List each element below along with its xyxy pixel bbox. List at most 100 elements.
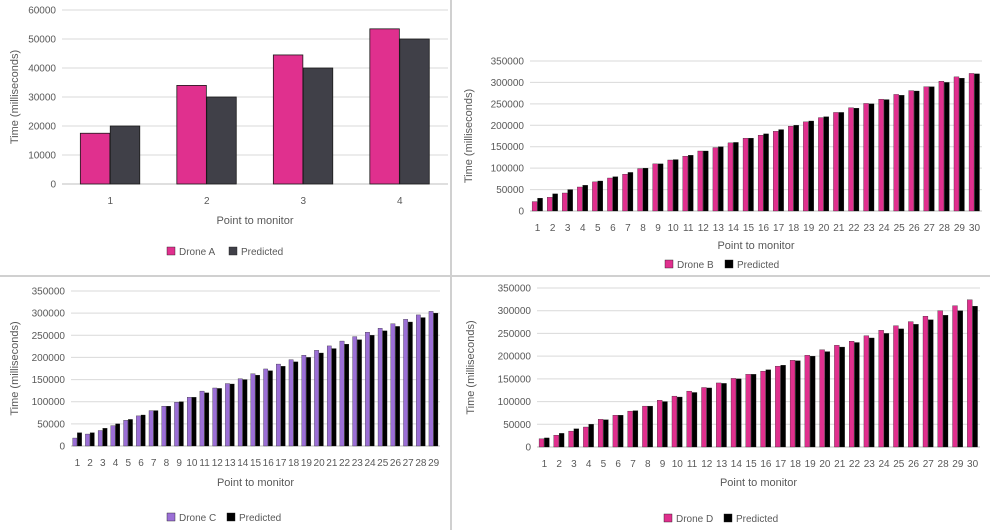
bar-drone-c	[276, 363, 281, 447]
bar-predicted	[823, 116, 829, 212]
y-axis-title: Time (milliseconds)	[9, 50, 21, 144]
x-tick-label: 20	[818, 223, 830, 234]
bar-predicted	[166, 405, 171, 447]
bar-drone-b	[773, 131, 779, 212]
x-tick-label: 8	[645, 459, 651, 470]
x-tick-label: 28	[938, 459, 950, 470]
y-tick-label: 50000	[37, 419, 65, 430]
bar-predicted	[869, 337, 875, 448]
chart-drone-b: 0 50000 100000 150000 200000 250000 300000 3500…	[463, 57, 982, 271]
bar-drone-c	[97, 430, 103, 447]
x-tick-label: 2	[550, 223, 556, 234]
x-tick-label: 1	[542, 459, 548, 470]
bar-predicted	[706, 387, 712, 448]
bar-drone-d	[538, 438, 545, 448]
bar-predicted	[677, 396, 683, 448]
bar-drone-b	[833, 112, 839, 212]
x-axis-title: Point to monitor	[720, 477, 797, 489]
bar-predicted	[718, 146, 724, 212]
bar-predicted	[914, 90, 920, 212]
x-tick-label: 22	[849, 459, 861, 470]
x-tick-label: 2	[556, 459, 562, 470]
bar-predicted	[959, 77, 965, 212]
bar-predicted	[582, 185, 588, 212]
x-tick-label: 5	[595, 223, 601, 234]
chart-panel-drone-a: 0 10000 20000 30000 40000 50000 60000 1 2 3 4 Point…	[0, 0, 450, 275]
bar-predicted	[567, 189, 573, 212]
legend-label: Drone C	[179, 513, 216, 524]
x-tick-label: 17	[775, 459, 787, 470]
bar-drone-a	[369, 28, 400, 185]
bar-predicted	[883, 99, 890, 212]
bar-drone-b	[848, 107, 854, 212]
bar-predicted	[632, 410, 639, 448]
bar-drone-d	[863, 335, 869, 448]
bar-predicted	[883, 333, 890, 448]
bar-drone-b	[727, 142, 734, 212]
x-tick-label: 7	[630, 459, 636, 470]
bar-predicted	[750, 374, 757, 448]
x-tick-label: 13	[713, 223, 725, 234]
y-tick-label: 250000	[491, 99, 525, 110]
bar-predicted	[537, 197, 543, 212]
bar-predicted	[293, 361, 299, 447]
bar-drone-d	[789, 360, 796, 448]
x-tick-label: 30	[969, 223, 981, 234]
legend-swatch	[228, 246, 238, 256]
bar-drone-b	[682, 155, 688, 212]
bar-drone-c	[403, 319, 408, 447]
bar-predicted	[255, 374, 260, 447]
bar-drone-d	[612, 415, 618, 448]
bar-drone-c	[428, 311, 434, 447]
y-tick-label: 0	[518, 207, 524, 218]
bar-drone-b	[622, 173, 628, 212]
y-tick-label: 200000	[32, 353, 66, 364]
bar-drone-c	[339, 340, 345, 447]
y-tick-label: 300000	[32, 309, 66, 320]
bar-drone-c	[314, 350, 319, 447]
legend-swatch	[226, 512, 236, 522]
x-tick-label: 26	[908, 459, 920, 470]
x-tick-label: 14	[731, 459, 743, 470]
bar-drone-c	[301, 355, 307, 447]
x-tick-label: 1	[75, 458, 81, 469]
bar-predicted	[382, 330, 388, 447]
x-tick-label: 10	[186, 458, 198, 469]
legend-label: Predicted	[241, 247, 283, 258]
y-tick-label: 150000	[498, 374, 532, 385]
x-tick-label: 20	[314, 458, 326, 469]
x-tick-label: 4	[113, 458, 119, 469]
bar-drone-d	[804, 355, 810, 448]
x-tick-label: 19	[301, 458, 313, 469]
x-tick-label: 12	[212, 458, 224, 469]
bar-drone-d	[701, 387, 707, 448]
bar-predicted	[839, 346, 845, 448]
y-tick-label: 20000	[28, 122, 56, 133]
bar-drone-b	[863, 103, 869, 212]
bar-predicted	[868, 103, 875, 212]
y-axis-title: Time (milliseconds)	[9, 321, 21, 415]
x-tick-label: 24	[364, 458, 376, 469]
x-tick-label: 24	[878, 459, 890, 470]
bar-predicted	[672, 159, 679, 212]
bar-predicted	[306, 357, 311, 447]
bar-predicted	[395, 326, 400, 447]
bar-predicted	[778, 129, 784, 212]
bar-drone-b	[788, 125, 794, 212]
bar-predicted	[736, 378, 742, 448]
legend-swatch	[663, 513, 673, 523]
horizontal-divider	[0, 275, 990, 277]
x-tick-label: 21	[326, 458, 338, 469]
x-tick-label: 16	[263, 458, 275, 469]
bar-drone-c	[85, 433, 90, 447]
x-tick-label: 5	[601, 459, 607, 470]
x-tick-label: 6	[610, 223, 616, 234]
bar-predicted	[808, 120, 814, 212]
bar-drone-d	[657, 400, 663, 448]
bar-drone-d	[967, 299, 973, 448]
bar-drone-d	[952, 305, 958, 448]
bar-predicted	[573, 428, 579, 448]
y-tick-label: 150000	[491, 142, 525, 153]
x-tick-label: 23	[352, 458, 364, 469]
bar-predicted	[89, 432, 95, 447]
